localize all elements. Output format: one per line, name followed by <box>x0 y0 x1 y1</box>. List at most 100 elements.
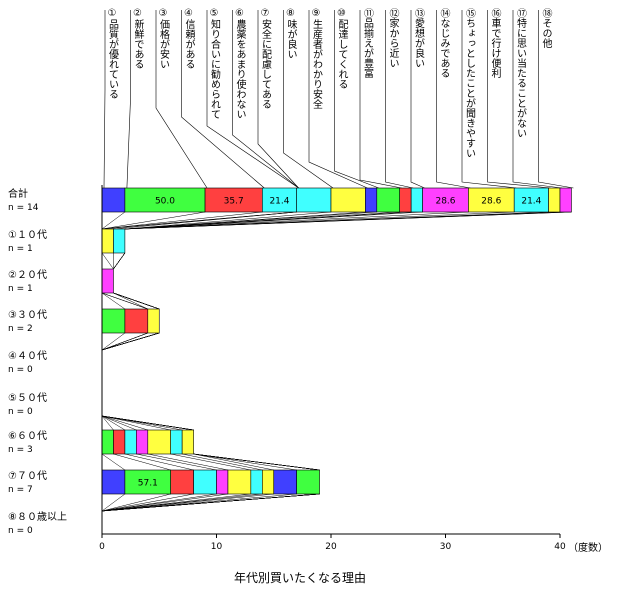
bar-segment <box>193 469 217 495</box>
connector-line <box>193 453 297 471</box>
connector-line <box>101 493 228 512</box>
bar-segment <box>124 187 206 213</box>
x-tick-label: 20 <box>325 542 337 552</box>
segment-connectors <box>101 211 572 512</box>
group-count: n = 3 <box>8 445 33 455</box>
legend-label: ⑯車で行け便利 <box>489 8 501 78</box>
x-tick-label: 10 <box>211 542 223 552</box>
group-name: ⑧８０歳以上 <box>8 511 67 523</box>
legend-label: ⑭なじみである <box>438 8 450 78</box>
bar-segment <box>399 187 412 213</box>
legend-leader-line <box>410 10 425 189</box>
bar-segment <box>261 469 275 495</box>
connector-line <box>101 493 320 512</box>
legend-leader-line <box>385 10 414 189</box>
bar-segment <box>101 429 114 455</box>
legend-label: ⑧味が良い <box>285 8 297 59</box>
legend-leader-line <box>206 10 299 189</box>
legend-leader-lines <box>103 10 574 189</box>
bar-segment <box>296 187 332 213</box>
connector-line <box>101 332 126 351</box>
x-tick-label: 30 <box>440 542 452 552</box>
legend-leader-line <box>283 10 334 189</box>
legend-label: ⑬愛想が良い <box>413 8 425 68</box>
bar-segment <box>124 429 137 455</box>
group-count: n = 7 <box>8 485 33 495</box>
legend-label: ⑮ちょっとしたことが聞きやすい <box>464 8 476 158</box>
connector-line <box>101 211 126 230</box>
legend-label: ⑱その他 <box>540 8 552 49</box>
group-count: n = 2 <box>8 324 33 334</box>
connector-line <box>113 453 171 471</box>
connector-line <box>101 415 183 431</box>
bar-segment <box>101 469 126 495</box>
bar-segment <box>136 429 149 455</box>
legend-leader-line <box>512 10 563 189</box>
bar-segment <box>365 187 378 213</box>
group-labels: 合計 n = 14 ①１０代 n = 1 ②２０代 n = 1 ③３０代 n = 2 ④４０代 n… <box>8 187 67 536</box>
bar-segment <box>170 469 194 495</box>
connector-line <box>101 493 274 512</box>
legend-label: ⑤知り合いに勧められて <box>209 8 221 119</box>
x-axis-label: （度数） <box>568 541 608 554</box>
group-count: n = 0 <box>8 526 33 536</box>
legend-label: ⑨生産者がわかり安全 <box>311 8 323 109</box>
connector-line <box>101 493 126 512</box>
legend-leader-line <box>436 10 471 189</box>
legend-label: ⑰特に思い当たることがない <box>515 8 527 138</box>
bar-segment <box>147 429 172 455</box>
group-count: n = 0 <box>8 407 33 417</box>
bar-segment <box>181 429 194 455</box>
bar-segment <box>261 187 297 213</box>
legend-label: ⑫家から近い <box>387 8 399 68</box>
legend-leader-line <box>538 10 574 189</box>
bar-segment <box>296 469 320 495</box>
connector-line <box>101 493 171 512</box>
connector-line <box>101 415 126 431</box>
connector-line <box>101 415 194 431</box>
data-label: 28.6 <box>481 197 501 207</box>
connector-line <box>113 211 297 230</box>
connector-line <box>182 453 263 471</box>
bar-segment <box>227 469 252 495</box>
bar-segment <box>376 187 400 213</box>
bar-segment <box>124 308 149 334</box>
data-label: 28.6 <box>435 197 455 207</box>
connector-line <box>101 292 126 310</box>
connector-line <box>101 332 160 351</box>
group-name: ④４０代 <box>8 350 47 362</box>
connector-line <box>101 211 206 230</box>
connector-line <box>124 211 423 230</box>
data-label: 21.4 <box>269 197 289 207</box>
connector-line <box>124 211 469 230</box>
bar-segment <box>216 469 229 495</box>
connector-line <box>101 332 148 351</box>
connector-line <box>101 493 194 512</box>
connector-line <box>101 415 148 431</box>
group-name: ⑤５０代 <box>8 392 47 404</box>
bar-segment <box>410 187 423 213</box>
x-axis: 0 10 20 30 40 <box>99 185 566 552</box>
legend-leader-line <box>334 10 379 189</box>
connector-line <box>170 453 251 471</box>
bar-segment <box>559 187 572 213</box>
bar-segment <box>101 268 114 294</box>
bar-segment <box>422 187 469 213</box>
bars: 50.0 35.7 21.4 28.6 28.6 21.4 57.1 <box>101 187 572 495</box>
legend-label: ③価格が安い <box>158 8 170 69</box>
group-count: n = 1 <box>8 244 33 254</box>
legend-label: ①品質が優れている <box>107 8 119 99</box>
bar-segment <box>147 308 160 334</box>
group-count: n = 0 <box>8 365 33 375</box>
legend-leader-line <box>103 10 106 189</box>
group-name: 合計 <box>8 187 28 200</box>
connector-line <box>124 453 194 471</box>
legend-leader-line <box>461 10 517 189</box>
data-label: 21.4 <box>521 197 541 207</box>
bar-segment <box>330 187 366 213</box>
connector-line <box>101 415 137 431</box>
legend-leader-line <box>308 10 368 189</box>
group-count: n = 1 <box>8 284 33 294</box>
data-label: 35.7 <box>224 197 244 207</box>
data-label: 50.0 <box>155 197 175 207</box>
